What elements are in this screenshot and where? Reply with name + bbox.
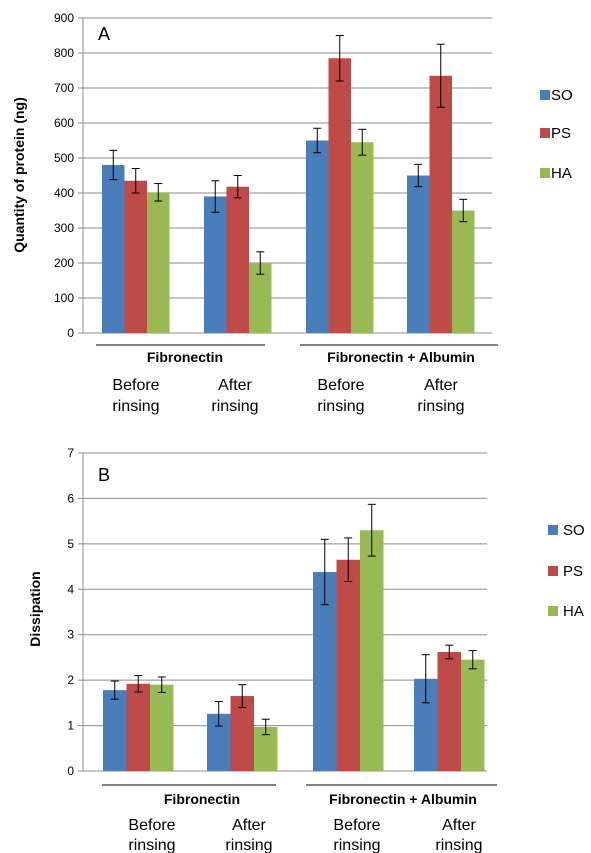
legend-label-ha: HA	[551, 165, 572, 182]
legend-label-ha: HA	[563, 603, 584, 620]
bar-ha	[360, 530, 384, 771]
y-tick-label: 3	[67, 628, 74, 642]
category-label: rinsing	[112, 398, 159, 415]
bar-ps	[230, 696, 254, 771]
bar-ps	[126, 683, 150, 771]
y-tick-label: 7	[67, 446, 74, 460]
group-label: Fibronectin	[164, 791, 240, 807]
bar-ps	[336, 559, 360, 771]
legend-swatch-ps	[540, 128, 550, 138]
bar-so	[207, 713, 231, 771]
y-tick-label: 200	[54, 256, 74, 270]
category-label: rinsing	[211, 398, 258, 415]
group-label: Fibronectin + Albumin	[327, 349, 475, 365]
y-tick-label: 2	[67, 673, 74, 687]
legend-label-ps: PS	[563, 563, 583, 580]
y-tick-label: 500	[54, 151, 74, 165]
y-axis-label: Dissipation	[27, 571, 43, 646]
y-tick-label: 800	[54, 46, 74, 60]
bar-so	[102, 165, 125, 333]
category-label: rinsing	[317, 398, 364, 415]
category-label: rinsing	[128, 837, 175, 853]
category-label: After	[232, 817, 266, 834]
y-tick-label: 1	[67, 719, 74, 733]
bar-ha	[150, 684, 174, 771]
bar-ha	[249, 263, 272, 333]
category-label: rinsing	[333, 837, 380, 853]
bar-so	[103, 690, 127, 771]
y-tick-label: 400	[54, 186, 74, 200]
bar-so	[306, 140, 329, 333]
bar-ps	[429, 75, 452, 333]
y-axis-label: Quantity of protein (ng)	[11, 97, 27, 253]
bar-ha	[461, 659, 485, 771]
category-label: Before	[128, 817, 175, 834]
legend-swatch-ha	[540, 168, 550, 178]
y-tick-label: 100	[54, 291, 74, 305]
bar-so	[204, 196, 227, 333]
y-tick-label: 700	[54, 81, 74, 95]
y-tick-label: 6	[67, 491, 74, 505]
bar-ha	[254, 726, 278, 771]
y-tick-label: 0	[67, 326, 74, 340]
bar-ps	[328, 58, 351, 333]
legend-label-ps: PS	[551, 125, 571, 142]
legend-label-so: SO	[563, 522, 585, 539]
bar-ha	[452, 210, 475, 333]
category-label: Before	[333, 817, 380, 834]
bar-so	[414, 678, 438, 771]
y-tick-label: 300	[54, 221, 74, 235]
bar-so	[313, 572, 337, 771]
y-tick-label: 600	[54, 116, 74, 130]
legend-label-so: SO	[551, 87, 573, 104]
bar-ps	[124, 180, 147, 333]
y-tick-label: 0	[67, 764, 74, 778]
y-tick-label: 4	[67, 582, 74, 596]
chart-panel-b: 0 1 2 3 4 5 6 7 B Dissipation Fibronectin Before rin…	[27, 446, 585, 853]
y-tick-label: 5	[67, 537, 74, 551]
category-label: After	[218, 377, 252, 394]
legend-swatch-so	[540, 90, 550, 100]
category-label: Before	[112, 377, 159, 394]
legend-swatch-ha	[548, 606, 558, 616]
bar-so	[407, 175, 430, 333]
category-label: After	[442, 817, 476, 834]
category-label: After	[424, 377, 458, 394]
legend-swatch-ps	[548, 566, 558, 576]
category-label: rinsing	[417, 398, 464, 415]
group-label: Fibronectin + Albumin	[329, 791, 477, 807]
bar-ha	[147, 192, 170, 333]
bar-ps	[226, 186, 249, 333]
bar-ha	[351, 142, 374, 333]
panel-label: B	[98, 465, 110, 485]
bar-ps	[437, 651, 461, 771]
category-label: Before	[317, 377, 364, 394]
category-label: rinsing	[225, 837, 272, 853]
y-tick-label: 900	[54, 11, 74, 25]
chart-panel-a: 0 100 200 300 400 500 600 700 800 900 A Quantity of…	[11, 11, 573, 415]
legend-swatch-so	[548, 525, 558, 535]
category-label: rinsing	[435, 837, 482, 853]
panel-label: A	[98, 24, 110, 44]
group-label: Fibronectin	[147, 349, 223, 365]
